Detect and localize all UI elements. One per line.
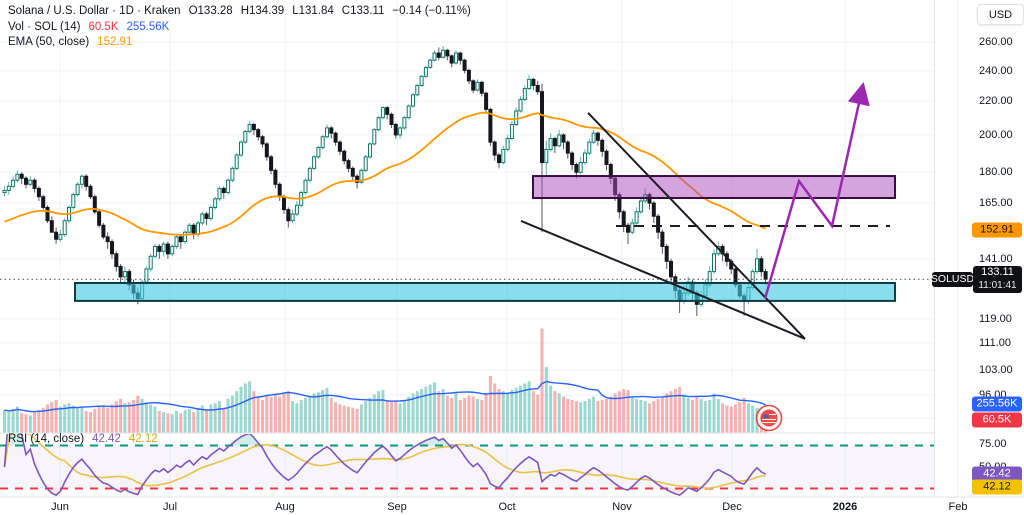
time-tick-label: Feb [948, 501, 968, 513]
author-stamp-logo [755, 404, 783, 432]
ema-legend-row[interactable]: EMA (50, close) 152.91 [8, 36, 132, 48]
price-tick-label: 111.00 [979, 337, 1012, 349]
ohlc-item-L: L131.84 [292, 5, 334, 17]
vol-ma-badge: 255.56K [972, 396, 1022, 412]
supply-zone-box[interactable] [532, 175, 896, 199]
price-tick-label: 180.00 [979, 166, 1013, 178]
rsi-ma-badge: 42.12 [972, 479, 1022, 495]
last-price-value: 133.11 [981, 266, 1014, 278]
ema-value-badge: 152.91 [972, 222, 1022, 238]
time-tick-label: Oct [498, 501, 516, 513]
volume-legend-row[interactable]: Vol · SOL (14) 60.5K 255.56K [8, 21, 169, 33]
volume-current-value: 60.5K [88, 21, 119, 33]
price-tick-label: 220.00 [979, 95, 1013, 107]
time-tick-label: Dec [722, 501, 742, 513]
rsi-line [3, 434, 766, 496]
price-tick-label: 119.00 [979, 313, 1012, 325]
rsi-legend-value: 42.42 [92, 433, 121, 445]
time-tick-label: Aug [275, 501, 295, 513]
price-tick-label: 141.00 [979, 253, 1013, 265]
rsi-ma-legend-value: 42.12 [128, 433, 158, 445]
time-tick-label: Sep [387, 501, 407, 513]
price-axis[interactable]: 260.00 240.00 220.00 200.00 180.00 165.00 141.… [935, 0, 1024, 497]
price-tick-label: 240.00 [979, 65, 1013, 77]
volume-legend-label: Vol · SOL (14) [8, 21, 81, 33]
candles [2, 46, 768, 316]
symbol-title: Solana / U.S. Dollar · 1D · Kraken [8, 5, 181, 17]
price-tick-label: 75.00 [979, 438, 1007, 450]
ema-line [4, 111, 766, 236]
price-tick-label: 165.00 [979, 197, 1013, 209]
rsi-legend-row[interactable]: RSI (14, close) 42.42 42.12 [8, 433, 158, 445]
bar-countdown: 11:01:41 [978, 280, 1017, 291]
ohlc-item-O: O133.28 [188, 5, 233, 17]
last-price-badge: 133.11 11:01:41 [973, 265, 1022, 293]
volume-bars [3, 328, 768, 433]
projection-arrow[interactable] [763, 81, 870, 300]
ema-legend-label: EMA (50, close) [8, 36, 90, 48]
volume-ma-line [4, 380, 766, 413]
rsi-value-badge: 42.42 [972, 466, 1022, 482]
volume-ma-value: 255.56K [126, 21, 170, 33]
rsi-legend-label: RSI (14, close) [8, 433, 85, 445]
demand-zone-box[interactable] [74, 281, 896, 302]
price-tick-label: 103.00 [979, 364, 1013, 376]
price-change: −0.14 (−0.11%) [392, 5, 471, 17]
time-tick-label: Jun [51, 501, 69, 513]
time-tick-label: 2026 [832, 501, 858, 513]
price-tick-label: 200.00 [979, 129, 1013, 141]
rsi-pane [0, 434, 934, 496]
ohlc-values: O133.28 H134.39 L131.84 C133.11 [189, 5, 385, 17]
symbol-legend-row[interactable]: Solana / U.S. Dollar · 1D · Kraken O133.… [8, 5, 471, 17]
ohlc-item-C: C133.11 [341, 5, 385, 17]
ohlc-item-H: H134.39 [240, 5, 285, 17]
time-tick-label: Jul [162, 501, 178, 513]
time-axis[interactable]: Jun Jul Aug Sep Oct Nov Dec 2026 Feb [0, 497, 1024, 515]
trendline-2[interactable] [520, 220, 806, 340]
vol-current-badge: 60.5K [972, 412, 1022, 428]
last-price-symbol-label: SOLUSD [930, 271, 975, 287]
ema-legend-value: 152.91 [97, 36, 133, 48]
currency-unit-button[interactable]: USD [977, 4, 1024, 25]
grid-lines [0, 0, 959, 497]
price-tick-label: 260.00 [979, 36, 1013, 48]
time-tick-label: Nov [612, 501, 632, 513]
